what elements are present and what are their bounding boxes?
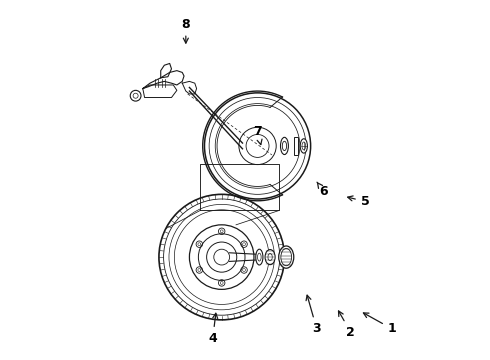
Polygon shape (182, 81, 196, 94)
Text: 6: 6 (317, 182, 328, 198)
Ellipse shape (265, 249, 275, 265)
Text: 7: 7 (253, 125, 262, 145)
Polygon shape (143, 71, 184, 89)
Bar (294, 137, 298, 155)
Circle shape (198, 243, 201, 246)
Circle shape (243, 243, 245, 246)
Polygon shape (161, 63, 171, 78)
Ellipse shape (258, 253, 261, 261)
Circle shape (243, 269, 245, 271)
Ellipse shape (256, 249, 263, 265)
Circle shape (198, 269, 201, 271)
Text: 3: 3 (306, 295, 321, 335)
Ellipse shape (279, 246, 294, 268)
Text: 4: 4 (208, 313, 218, 345)
Ellipse shape (302, 142, 306, 150)
Ellipse shape (281, 248, 292, 266)
Text: 8: 8 (181, 18, 190, 43)
Text: 5: 5 (348, 195, 369, 208)
Text: 2: 2 (339, 311, 355, 339)
Text: 1: 1 (364, 313, 396, 335)
Ellipse shape (280, 137, 289, 154)
Polygon shape (143, 85, 177, 98)
Ellipse shape (300, 139, 307, 153)
Circle shape (220, 230, 223, 233)
Ellipse shape (268, 253, 272, 261)
Circle shape (220, 282, 223, 284)
Ellipse shape (282, 141, 287, 150)
